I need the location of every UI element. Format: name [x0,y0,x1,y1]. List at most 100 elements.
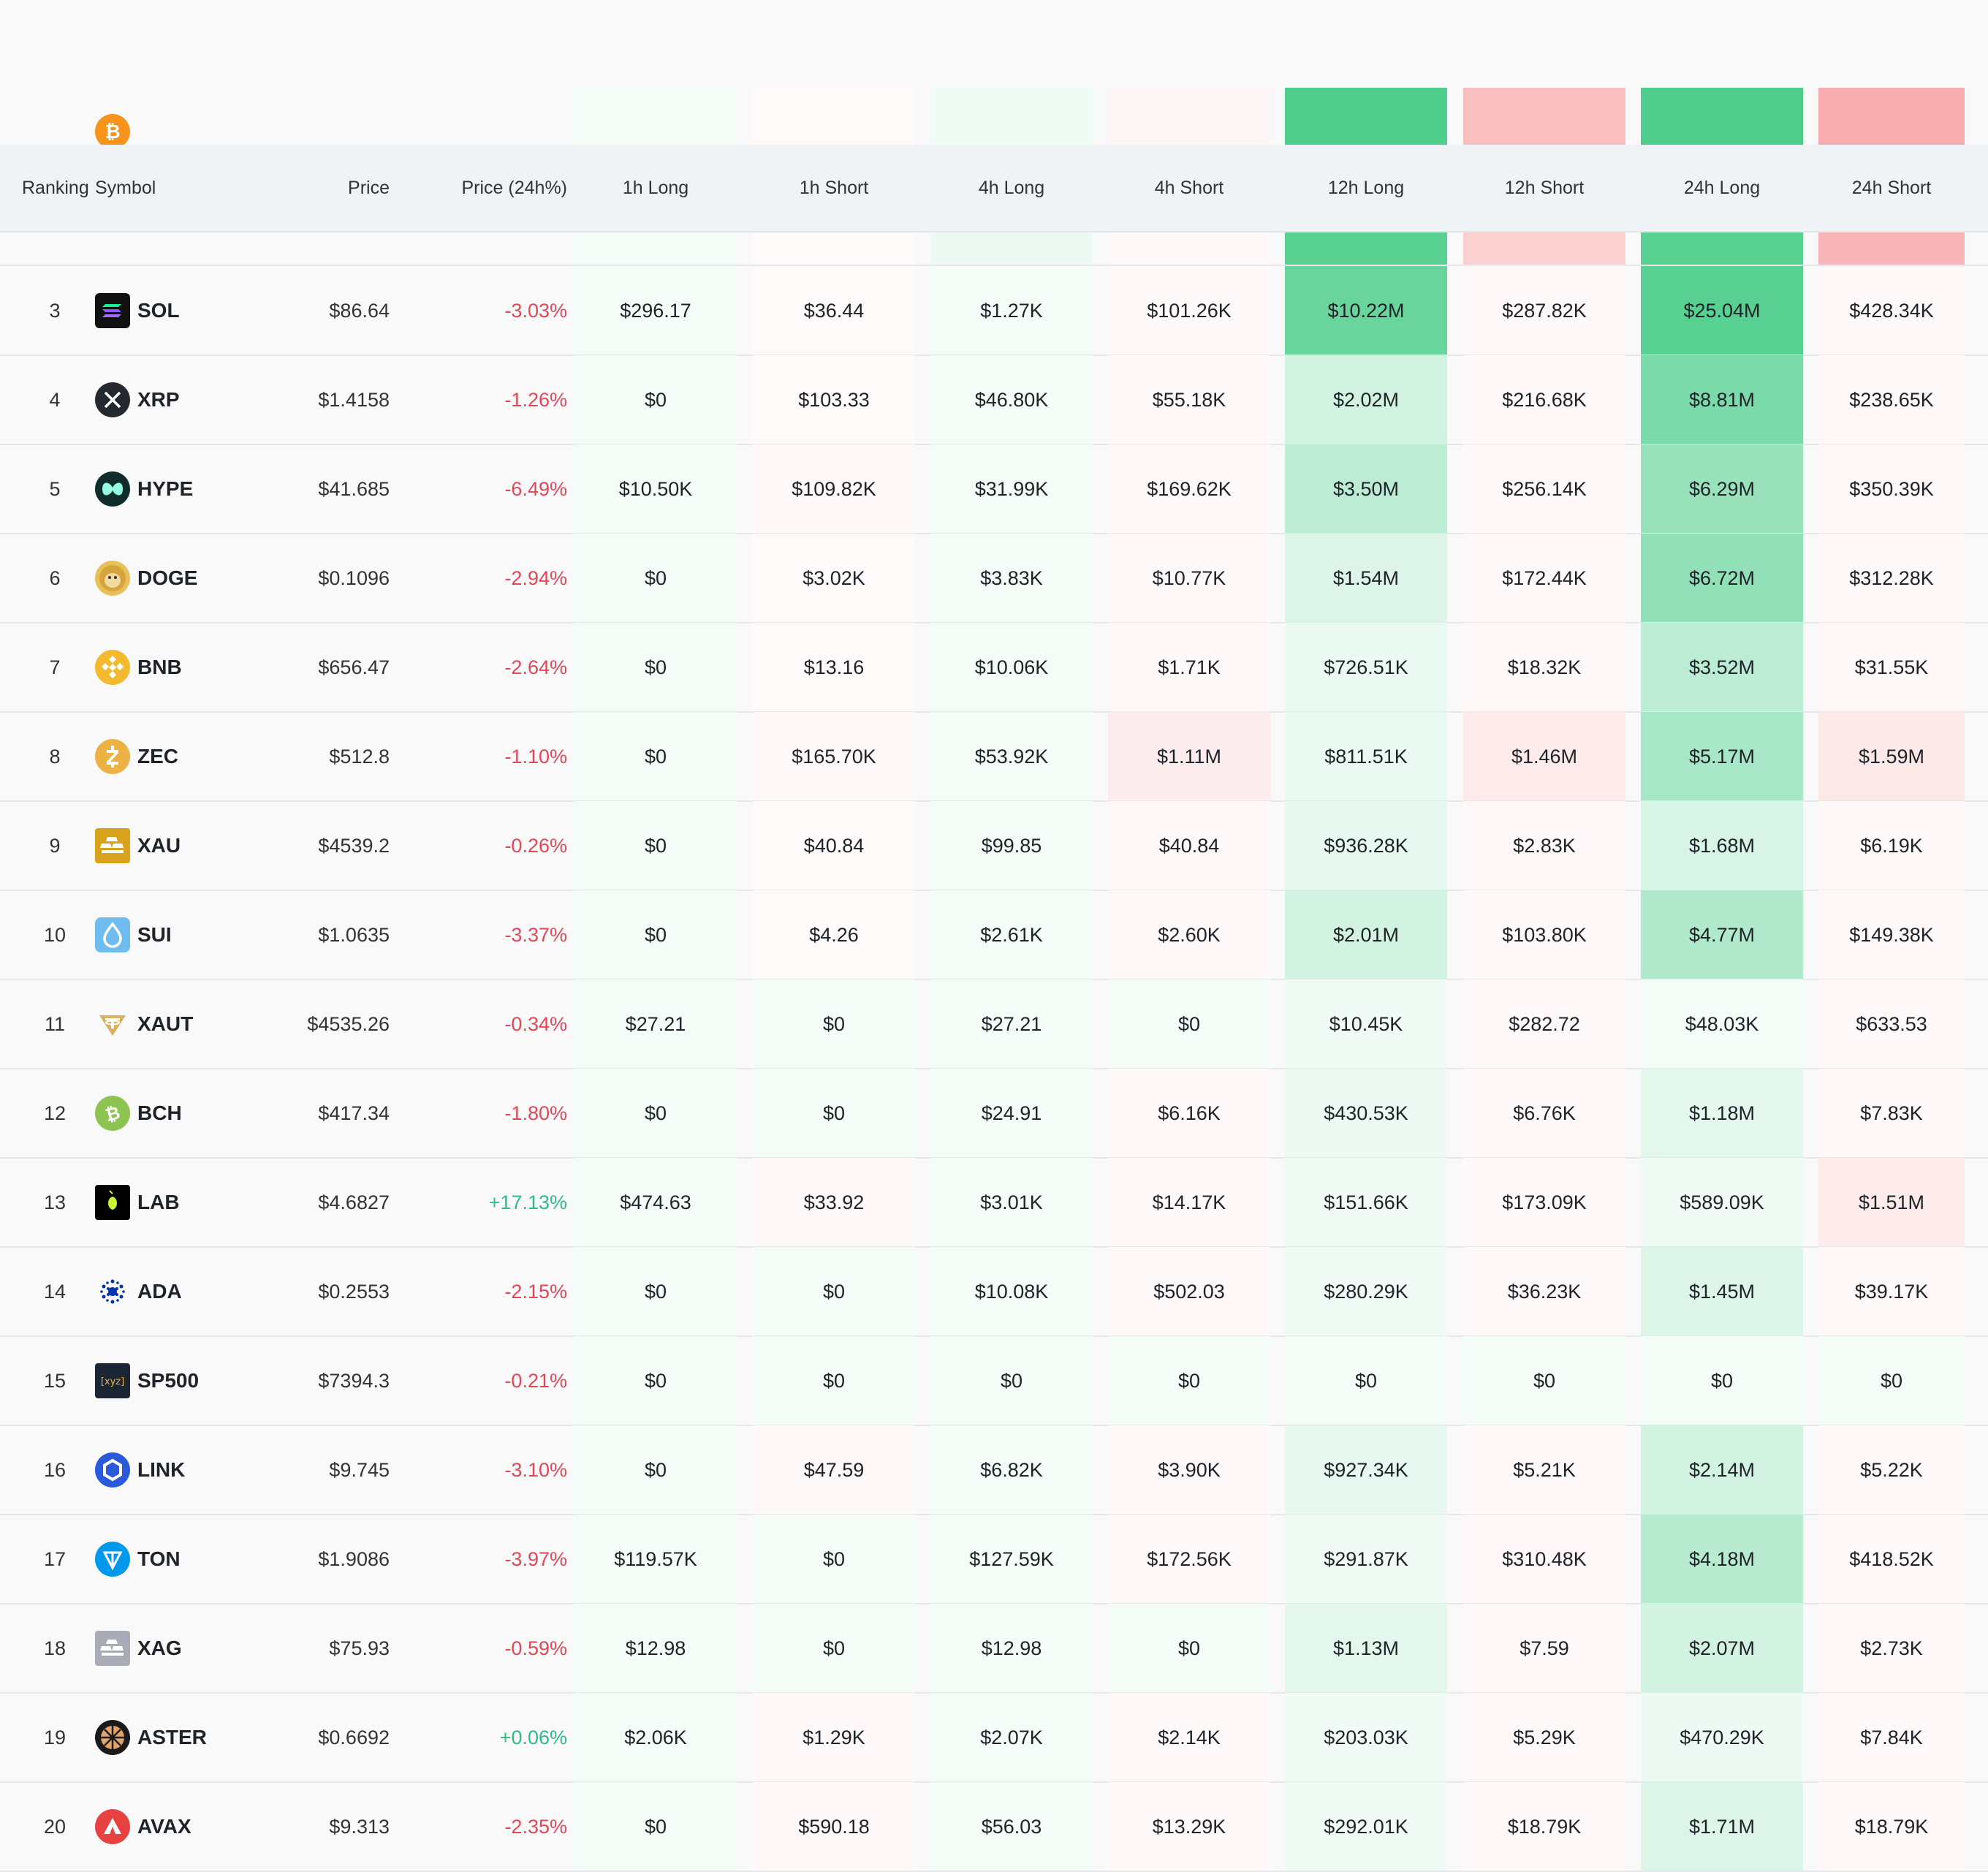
liq-cell-4h-short: $10.77K [1108,534,1270,623]
header-24h-short[interactable]: 24h Short [1851,177,1932,198]
liq-cell-12h-long: $2.02M [1285,355,1447,444]
liq-value: $56.03 [981,1815,1042,1838]
coin-symbol[interactable]: LINK [137,1458,186,1481]
liq-value: $165.70K [792,745,876,768]
liq-cell-24h-short: $149.38K [1818,890,1965,979]
liq-value: $119.57K [614,1547,697,1570]
liq-value: $0 [644,566,667,589]
liq-cell-1h-long: $2.06K [574,1693,737,1782]
liq-value: $0 [822,1280,846,1303]
liq-value: $36.23K [1507,1280,1582,1303]
liq-cell-24h-short: $633.53 [1818,979,1965,1069]
liq-cell-24h-long: $1.18M [1641,1069,1803,1158]
coin-price: $417.34 [318,1102,390,1124]
liq-cell-4h-long: $12.98 [930,1604,1093,1693]
liq-value: $13.16 [803,656,865,678]
liq-value: $1.29K [803,1726,865,1748]
liq-cell-24h-short: $18.79K [1818,1782,1965,1871]
header-1h-short[interactable]: 1h Short [799,177,869,198]
coin-symbol[interactable]: ZEC [137,745,178,768]
coin-price: $1.0635 [318,923,390,946]
price-change-24h: -2.15% [504,1280,567,1303]
price-change-24h: -0.21% [504,1369,567,1392]
header-4h-short[interactable]: 4h Short [1154,177,1224,198]
liq-value: $430.53K [1324,1102,1408,1124]
liq-value: $216.68K [1502,388,1587,411]
liq-cell-4h-short: $6.16K [1108,1069,1270,1158]
liq-cell-24h-long: $4.77M [1641,890,1803,979]
liq-value: $7.84K [1860,1726,1923,1748]
liq-cell-4h-long: $27.21 [930,979,1093,1069]
liq-value: $47.59 [803,1458,865,1481]
liq-cell-12h-short: $6.76K [1463,1069,1625,1158]
header-symbol[interactable]: Symbol [95,177,156,198]
coin-symbol[interactable]: XRP [137,388,180,411]
liq-cell-4h-short: $14.17K [1108,1158,1270,1247]
price-change-24h: -2.35% [504,1815,567,1838]
liq-cell-24h-short: $238.65K [1818,355,1965,444]
liq-value: $109.82K [792,477,876,500]
coin-symbol[interactable]: LAB [137,1191,180,1213]
liq-cell-24h-long: $6.72M [1641,534,1803,623]
coin-symbol[interactable]: AVAX [137,1815,191,1838]
coin-symbol[interactable]: BNB [137,656,182,678]
coin-symbol[interactable]: XAUT [137,1012,194,1035]
liq-cell-24h-long: $8.81M [1641,355,1803,444]
liq-cell-4h-short: $1.11M [1108,712,1270,801]
coin-symbol[interactable]: HYPE [137,477,194,500]
liq-value: $0 [644,923,667,946]
price-change-24h: -3.37% [504,923,567,946]
coin-symbol[interactable]: DOGE [137,566,198,589]
liq-cell-12h-long: $811.51K [1285,712,1447,801]
liq-cell-12h-short: $256.14K [1463,444,1625,534]
liq-cell-1h-long: $12.98 [574,1604,737,1693]
liq-value: $40.84 [803,834,865,857]
coin-symbol[interactable]: BCH [137,1102,182,1124]
coin-symbol[interactable]: XAU [137,834,181,857]
coin-symbol[interactable]: XAG [137,1637,182,1659]
liq-cell-24h-short: $39.17K [1818,1247,1965,1336]
header-12h-long[interactable]: 12h Long [1327,177,1405,198]
liq-cell-12h-long: $292.01K [1285,1782,1447,1871]
price-change-24h: -1.80% [504,1102,567,1124]
liq-value: $310.48K [1502,1547,1587,1570]
liq-cell-4h-long: $10.06K [930,623,1093,712]
header-4h-long[interactable]: 4h Long [978,177,1045,198]
header-24h-long[interactable]: 24h Long [1683,177,1761,198]
liq-value: $287.82K [1502,299,1587,322]
liq-cell-12h-long: $2.01M [1285,890,1447,979]
liq-value: $2.06K [624,1726,687,1748]
coin-symbol[interactable]: SOL [137,299,180,322]
liq-value: $31.99K [974,477,1049,500]
liq-value: $927.34K [1324,1458,1408,1481]
header-ranking[interactable]: Ranking [22,177,89,198]
tether-gold-icon [95,1007,130,1042]
header-price-change[interactable]: Price (24h%) [461,177,568,198]
liq-cell-4h-short: $169.62K [1108,444,1270,534]
liq-cell-1h-long: $0 [574,534,737,623]
header-price[interactable]: Price [348,177,390,198]
hidden-row-cell [1108,231,1270,265]
coin-symbol[interactable]: TON [137,1547,181,1570]
liq-cell-24h-long: $1.71M [1641,1782,1803,1871]
liq-value: $0 [644,834,667,857]
liq-cell-4h-short: $3.90K [1108,1425,1270,1515]
xyz-icon: [xyz] [95,1363,130,1398]
coin-symbol[interactable]: ASTER [137,1726,207,1748]
liq-cell-12h-long: $10.22M [1285,266,1447,355]
rank-number: 8 [49,745,61,768]
coin-symbol[interactable]: ADA [137,1280,182,1303]
header-1h-long[interactable]: 1h Long [622,177,689,198]
liq-value: $0 [1177,1369,1201,1392]
coin-symbol[interactable]: SP500 [137,1369,200,1392]
liq-value: $2.01M [1332,923,1400,946]
liq-cell-4h-short: $0 [1108,1604,1270,1693]
liq-cell-4h-long: $56.03 [930,1782,1093,1871]
liq-value: $2.14K [1158,1726,1221,1748]
liq-value: $428.34K [1849,299,1934,322]
liq-cell-24h-long: $2.14M [1641,1425,1803,1515]
header-12h-short[interactable]: 12h Short [1504,177,1585,198]
coin-symbol[interactable]: SUI [137,923,172,946]
liq-value: $2.14M [1688,1458,1756,1481]
liq-value: $10.50K [618,477,693,500]
